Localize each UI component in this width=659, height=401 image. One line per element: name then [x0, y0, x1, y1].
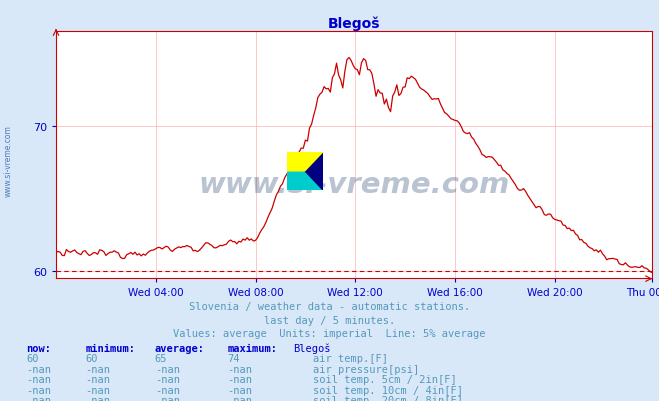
- Text: soil temp. 10cm / 4in[F]: soil temp. 10cm / 4in[F]: [313, 385, 463, 395]
- Text: 60: 60: [26, 353, 39, 363]
- Polygon shape: [287, 152, 323, 172]
- Text: minimum:: minimum:: [86, 343, 136, 353]
- Text: -nan: -nan: [227, 385, 252, 395]
- Text: now:: now:: [26, 343, 51, 353]
- Text: www.si-vreme.com: www.si-vreme.com: [198, 171, 510, 199]
- Text: -nan: -nan: [227, 395, 252, 401]
- Text: last day / 5 minutes.: last day / 5 minutes.: [264, 315, 395, 325]
- Text: -nan: -nan: [227, 364, 252, 374]
- Text: air pressure[psi]: air pressure[psi]: [313, 364, 419, 374]
- Text: 65: 65: [155, 353, 167, 363]
- Text: average:: average:: [155, 343, 205, 353]
- Text: Values: average  Units: imperial  Line: 5% average: Values: average Units: imperial Line: 5%…: [173, 328, 486, 338]
- Text: Slovenia / weather data - automatic stations.: Slovenia / weather data - automatic stat…: [189, 302, 470, 312]
- Text: Blegoš: Blegoš: [293, 343, 331, 353]
- Text: -nan: -nan: [26, 364, 51, 374]
- Text: -nan: -nan: [155, 374, 180, 384]
- Text: -nan: -nan: [155, 385, 180, 395]
- Text: -nan: -nan: [86, 395, 111, 401]
- Polygon shape: [287, 152, 323, 190]
- Text: -nan: -nan: [26, 395, 51, 401]
- Text: soil temp. 20cm / 8in[F]: soil temp. 20cm / 8in[F]: [313, 395, 463, 401]
- Text: -nan: -nan: [86, 385, 111, 395]
- Text: maximum:: maximum:: [227, 343, 277, 353]
- Text: -nan: -nan: [26, 385, 51, 395]
- Polygon shape: [287, 152, 304, 172]
- Text: -nan: -nan: [26, 374, 51, 384]
- Text: 60: 60: [86, 353, 98, 363]
- Text: www.si-vreme.com: www.si-vreme.com: [4, 125, 13, 196]
- Text: -nan: -nan: [86, 364, 111, 374]
- Text: -nan: -nan: [86, 374, 111, 384]
- Text: -nan: -nan: [155, 364, 180, 374]
- Polygon shape: [287, 152, 323, 190]
- Text: -nan: -nan: [155, 395, 180, 401]
- Polygon shape: [287, 152, 323, 172]
- Title: Blegoš: Blegoš: [328, 16, 380, 31]
- Text: air temp.[F]: air temp.[F]: [313, 353, 388, 363]
- Text: -nan: -nan: [227, 374, 252, 384]
- Text: 74: 74: [227, 353, 240, 363]
- Text: soil temp. 5cm / 2in[F]: soil temp. 5cm / 2in[F]: [313, 374, 457, 384]
